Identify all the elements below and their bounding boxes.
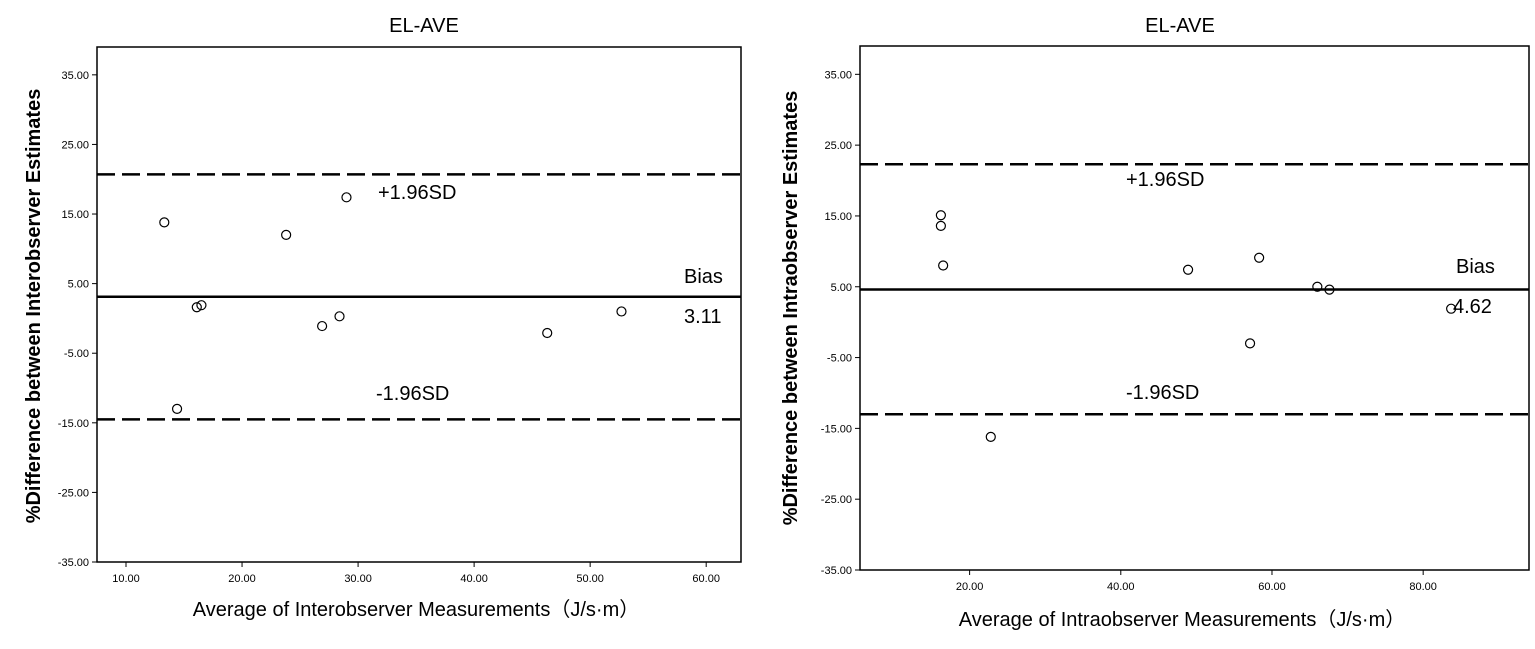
x-tick-label: 80.00 [1409,581,1437,593]
y-tick-label: 25.00 [824,140,852,152]
upper-limit-label: +1.96SD [1126,169,1204,191]
data-point [341,192,352,203]
reference-lines [860,163,1529,416]
data-point [1254,252,1265,263]
bland-altman-chart-intraobserver: EL-AVE 20.00 40.00 60.00 80.00 35.00 25.00 15… [770,0,1535,644]
data-point [935,210,946,221]
chart-title: EL-AVE [1145,15,1215,37]
x-axis-ticks: 10.00 20.00 30.00 40.00 50.00 60.00 [112,562,720,585]
data-point [317,320,328,332]
bias-value: 4.62 [1453,296,1492,318]
reference-lines [97,173,741,421]
y-tick-label: -35.00 [58,557,89,569]
x-axis-ticks: 20.00 40.00 60.00 80.00 [956,570,1437,593]
x-tick-label: 60.00 [692,573,720,585]
y-axis-ticks: 35.00 25.00 15.00 5.00 -5.00 -15.00 -25.00 -35.… [58,70,97,569]
x-tick-label: 40.00 [1107,581,1135,593]
y-axis-ticks: 35.00 25.00 15.00 5.00 -5.00 -15.00 -25.00 -35.… [821,69,860,577]
y-tick-label: 5.00 [68,279,89,291]
y-tick-label: -15.00 [58,418,89,430]
data-point [1312,281,1323,292]
y-tick-label: -25.00 [821,494,852,506]
plot-frame [859,45,1530,571]
y-tick-label: 35.00 [61,70,89,82]
data-point [1446,303,1457,314]
data-point [938,260,949,271]
x-tick-label: 40.00 [460,573,488,585]
data-point [616,306,627,317]
upper-limit-label: +1.96SD [378,182,456,204]
x-tick-label: 20.00 [956,581,984,593]
y-tick-label: 15.00 [61,209,89,221]
y-tick-label: 15.00 [824,211,852,223]
y-tick-label: -15.00 [821,423,852,435]
data-point [1324,284,1335,295]
y-axis-label: %Difference between Interobserver Estima… [23,89,45,524]
data-point [935,220,946,231]
plot-border [859,45,1530,571]
bias-label: Bias [1456,256,1495,278]
data-point [1244,338,1256,349]
data-point [985,431,996,442]
data-point [334,311,345,322]
plot-border [96,46,742,563]
data-point [281,229,292,241]
lower-limit-label: -1.96SD [1126,382,1199,404]
y-tick-label: -5.00 [64,348,89,360]
y-tick-label: -5.00 [827,353,852,365]
data-point [159,217,170,228]
bias-value: 3.11 [684,306,721,328]
x-tick-label: 20.00 [228,573,256,585]
plot-frame [96,46,742,563]
y-tick-label: 35.00 [824,69,852,81]
chart-title: EL-AVE [389,15,459,37]
x-tick-label: 50.00 [576,573,604,585]
x-axis-label: Average of Intraobserver Measurements（J/… [959,608,1405,631]
bland-altman-chart-interobserver: EL-AVE 10.00 20.00 30.00 40.00 50.00 60.00 35… [0,0,760,644]
data-point [196,300,207,311]
data-point [1182,264,1194,275]
y-tick-label: 5.00 [831,282,852,294]
data-point [542,327,553,339]
chart-svg: EL-AVE 20.00 40.00 60.00 80.00 35.00 25.00 15… [780,15,1530,631]
y-axis-label: %Difference between Intraobserver Estima… [780,91,802,526]
x-tick-label: 10.00 [112,573,140,585]
bias-label: Bias [684,266,723,288]
lower-limit-label: -1.96SD [376,383,449,405]
y-tick-label: -35.00 [821,565,852,577]
x-tick-label: 30.00 [344,573,372,585]
data-point [191,302,202,313]
data-point [171,403,183,414]
data-points [935,210,1457,442]
x-tick-label: 60.00 [1258,581,1286,593]
y-tick-label: -25.00 [58,487,89,499]
y-tick-label: 25.00 [61,139,89,151]
data-points [159,192,627,414]
chart-svg: EL-AVE 10.00 20.00 30.00 40.00 50.00 60.00 35… [23,15,742,621]
x-axis-label: Average of Interobserver Measurements（J/… [193,598,639,621]
